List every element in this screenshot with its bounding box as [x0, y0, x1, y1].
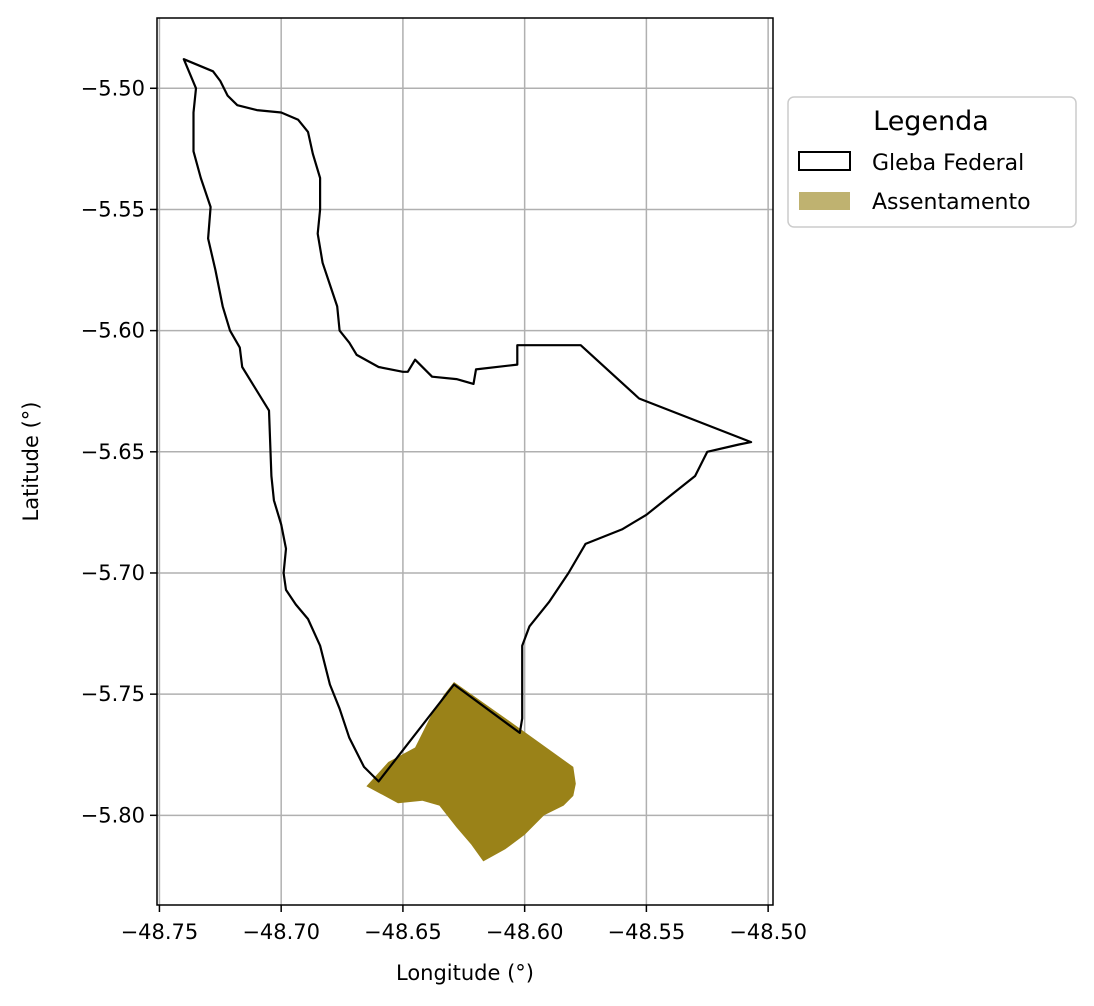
x-tick-label-3: −48.60 [486, 920, 564, 944]
legend-title: Legenda [873, 106, 989, 137]
legend-label-assentamento: Assentamento [872, 190, 1031, 215]
legend: Legenda Gleba Federal Assentamento [788, 97, 1076, 227]
x-tick-label-0: −48.75 [121, 920, 199, 944]
x-tick-label-2: −48.65 [364, 920, 442, 944]
legend-swatch-assentamento [799, 192, 850, 210]
y-tick-label-3: −5.65 [81, 440, 145, 464]
x-tick-label-1: −48.70 [242, 920, 320, 944]
y-tick-label-5: −5.75 [81, 682, 145, 706]
y-tick-label-0: −5.50 [81, 76, 145, 100]
x-axis-title: Longitude (°) [396, 961, 534, 985]
y-tick-label-2: −5.60 [81, 319, 145, 343]
y-tick-label-1: −5.55 [81, 197, 145, 221]
legend-label-gleba-federal: Gleba Federal [872, 151, 1024, 176]
x-tick-label-4: −48.55 [608, 920, 686, 944]
y-tick-label-6: −5.80 [81, 803, 145, 827]
y-tick-label-4: −5.70 [81, 561, 145, 585]
x-tick-label-5: −48.50 [729, 920, 807, 944]
y-axis-title: Latitude (°) [19, 402, 43, 522]
